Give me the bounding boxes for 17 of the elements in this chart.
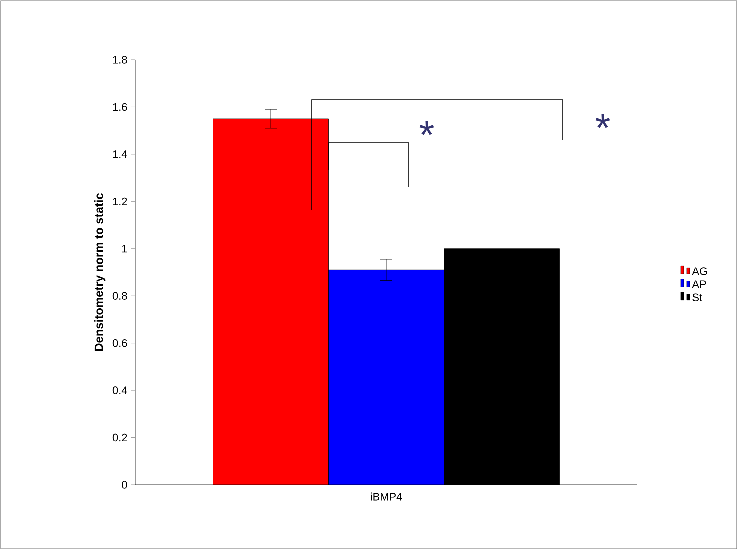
y-tick-label: 0 [122, 481, 128, 489]
y-tick-label: 1 [122, 245, 128, 253]
legend-label: AP [692, 280, 706, 288]
y-tick-label: 1.4 [113, 150, 128, 158]
legend-label: AG [692, 268, 708, 276]
y-tick-label: 1.8 [113, 56, 128, 64]
y-tick-label: 1.2 [113, 198, 128, 206]
y-tick-label: 1.6 [113, 103, 128, 112]
y-tick-label: 0.6 [112, 339, 128, 348]
y-tick-label: 0.2 [112, 434, 128, 442]
annotation: * [596, 114, 610, 128]
y-tick-label: 0.8 [112, 292, 128, 300]
x-tick-label: iBMP4 [371, 492, 402, 501]
y-axis-title: Densitometry norm to static [94, 193, 106, 352]
y-tick-label: 0.4 [112, 386, 128, 394]
legend-label: St [692, 294, 702, 302]
annotation: * [420, 121, 434, 136]
